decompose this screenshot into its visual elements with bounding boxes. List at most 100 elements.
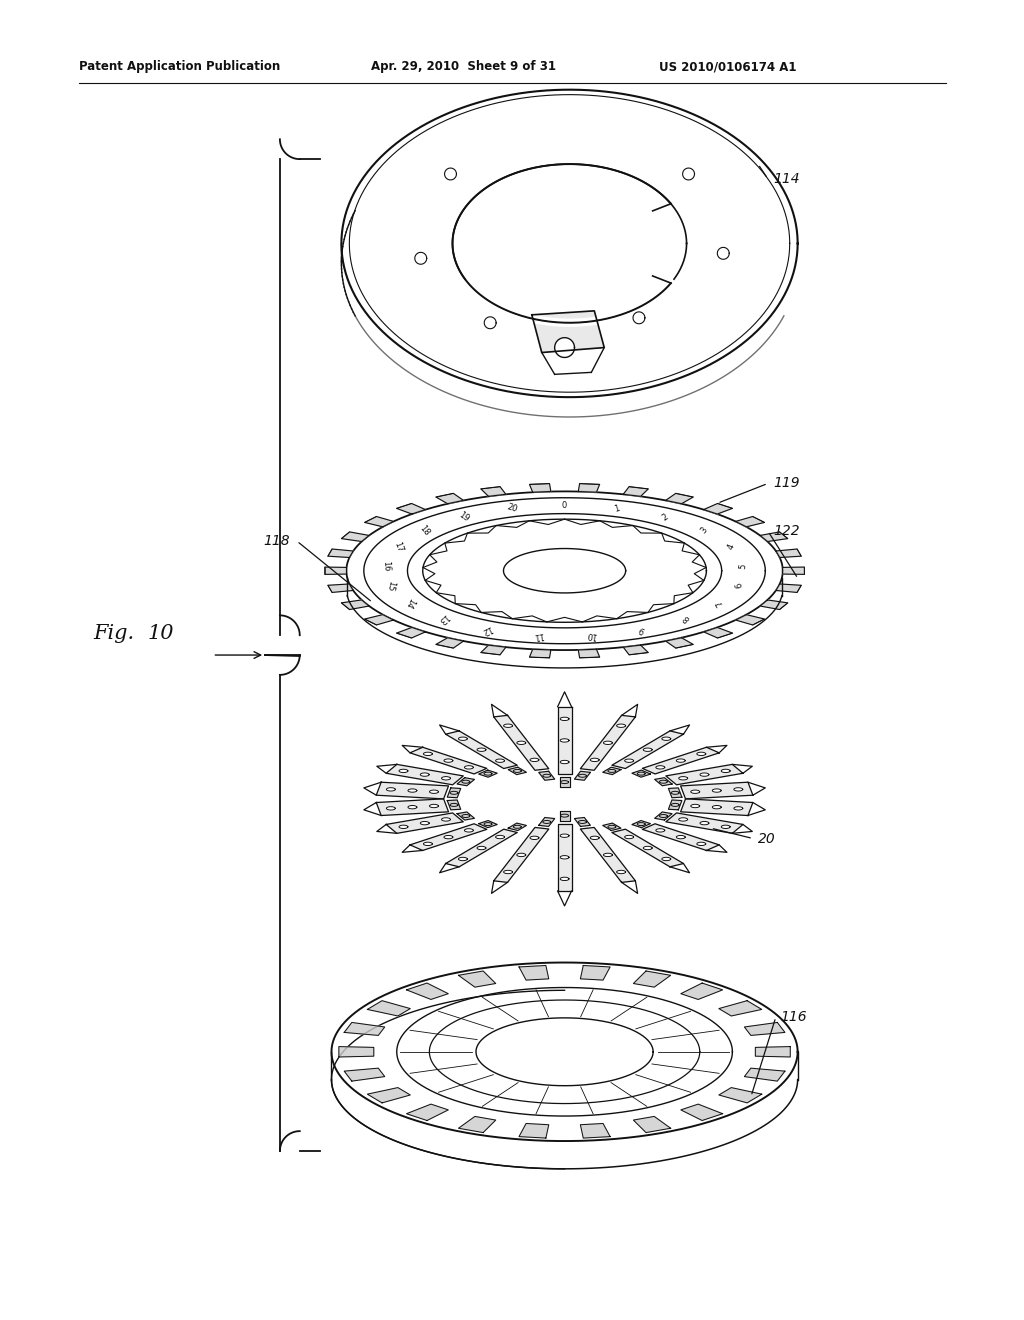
Polygon shape — [632, 821, 650, 828]
Polygon shape — [465, 766, 473, 770]
Text: 9: 9 — [638, 624, 646, 635]
Polygon shape — [441, 818, 451, 821]
Polygon shape — [555, 338, 574, 358]
Polygon shape — [420, 774, 429, 776]
Polygon shape — [410, 747, 486, 774]
Polygon shape — [616, 725, 626, 727]
Polygon shape — [517, 853, 525, 857]
Polygon shape — [681, 983, 723, 999]
Polygon shape — [429, 791, 438, 793]
Polygon shape — [478, 821, 498, 828]
Text: 12: 12 — [480, 623, 494, 636]
Polygon shape — [581, 715, 636, 771]
Polygon shape — [408, 789, 417, 792]
Text: 4: 4 — [726, 543, 736, 550]
Polygon shape — [457, 812, 474, 820]
Polygon shape — [459, 1117, 496, 1133]
Text: 1: 1 — [613, 503, 622, 513]
Polygon shape — [654, 777, 672, 785]
Text: 18: 18 — [418, 523, 431, 537]
Text: 10: 10 — [586, 630, 597, 640]
Polygon shape — [459, 972, 496, 987]
Polygon shape — [494, 828, 549, 882]
Text: 11: 11 — [532, 630, 544, 640]
Text: Patent Application Publication: Patent Application Publication — [79, 61, 280, 74]
Polygon shape — [681, 1104, 723, 1121]
Text: 20: 20 — [506, 503, 518, 515]
Polygon shape — [581, 1123, 610, 1138]
Text: 0: 0 — [562, 502, 567, 510]
Polygon shape — [676, 759, 685, 762]
Polygon shape — [519, 1123, 549, 1138]
Polygon shape — [465, 829, 473, 832]
Polygon shape — [634, 1117, 671, 1133]
Polygon shape — [703, 627, 732, 638]
Polygon shape — [328, 583, 353, 593]
Polygon shape — [529, 649, 551, 657]
Polygon shape — [666, 638, 693, 648]
Polygon shape — [530, 836, 539, 840]
Polygon shape — [560, 855, 569, 859]
Polygon shape — [407, 1104, 449, 1121]
Polygon shape — [481, 645, 506, 655]
Polygon shape — [756, 1047, 791, 1057]
Polygon shape — [616, 870, 626, 874]
Polygon shape — [444, 836, 453, 838]
Polygon shape — [368, 1088, 411, 1104]
Polygon shape — [396, 503, 426, 513]
Polygon shape — [365, 615, 393, 624]
Polygon shape — [691, 791, 699, 793]
Polygon shape — [496, 759, 505, 763]
Text: 114: 114 — [773, 172, 800, 186]
Polygon shape — [735, 615, 765, 624]
Polygon shape — [447, 800, 461, 809]
Polygon shape — [603, 824, 621, 830]
Polygon shape — [386, 764, 463, 785]
Polygon shape — [408, 805, 417, 809]
Polygon shape — [341, 532, 369, 541]
Polygon shape — [632, 770, 650, 777]
Text: 119: 119 — [773, 477, 800, 491]
Polygon shape — [445, 731, 517, 768]
Polygon shape — [734, 807, 742, 810]
Polygon shape — [339, 1047, 374, 1057]
Text: 17: 17 — [392, 540, 404, 553]
Polygon shape — [700, 821, 709, 825]
Polygon shape — [560, 739, 569, 742]
Polygon shape — [344, 1023, 385, 1035]
Polygon shape — [529, 483, 551, 492]
Polygon shape — [457, 777, 474, 785]
Polygon shape — [666, 813, 743, 833]
Polygon shape — [642, 824, 719, 850]
Polygon shape — [558, 706, 571, 774]
Polygon shape — [407, 983, 449, 999]
Polygon shape — [634, 972, 671, 987]
Polygon shape — [560, 760, 569, 764]
Polygon shape — [713, 789, 721, 792]
Text: 8: 8 — [681, 614, 691, 623]
Polygon shape — [477, 846, 486, 850]
Polygon shape — [713, 805, 721, 809]
Polygon shape — [477, 748, 486, 751]
Text: 122: 122 — [773, 524, 800, 539]
Polygon shape — [581, 828, 636, 882]
Polygon shape — [669, 800, 682, 809]
Polygon shape — [559, 810, 569, 821]
Polygon shape — [376, 783, 449, 799]
Text: US 2010/0106174 A1: US 2010/0106174 A1 — [658, 61, 797, 74]
Polygon shape — [517, 741, 525, 744]
Polygon shape — [328, 549, 353, 557]
Polygon shape — [478, 770, 498, 777]
Polygon shape — [676, 836, 685, 838]
Polygon shape — [655, 766, 665, 770]
Polygon shape — [447, 788, 461, 797]
Polygon shape — [396, 627, 426, 638]
Polygon shape — [423, 752, 432, 755]
Polygon shape — [625, 759, 634, 763]
Polygon shape — [579, 649, 600, 657]
Polygon shape — [539, 771, 555, 780]
Polygon shape — [386, 813, 463, 833]
Polygon shape — [574, 771, 591, 780]
Polygon shape — [624, 645, 648, 655]
Text: 10: 10 — [148, 624, 174, 643]
